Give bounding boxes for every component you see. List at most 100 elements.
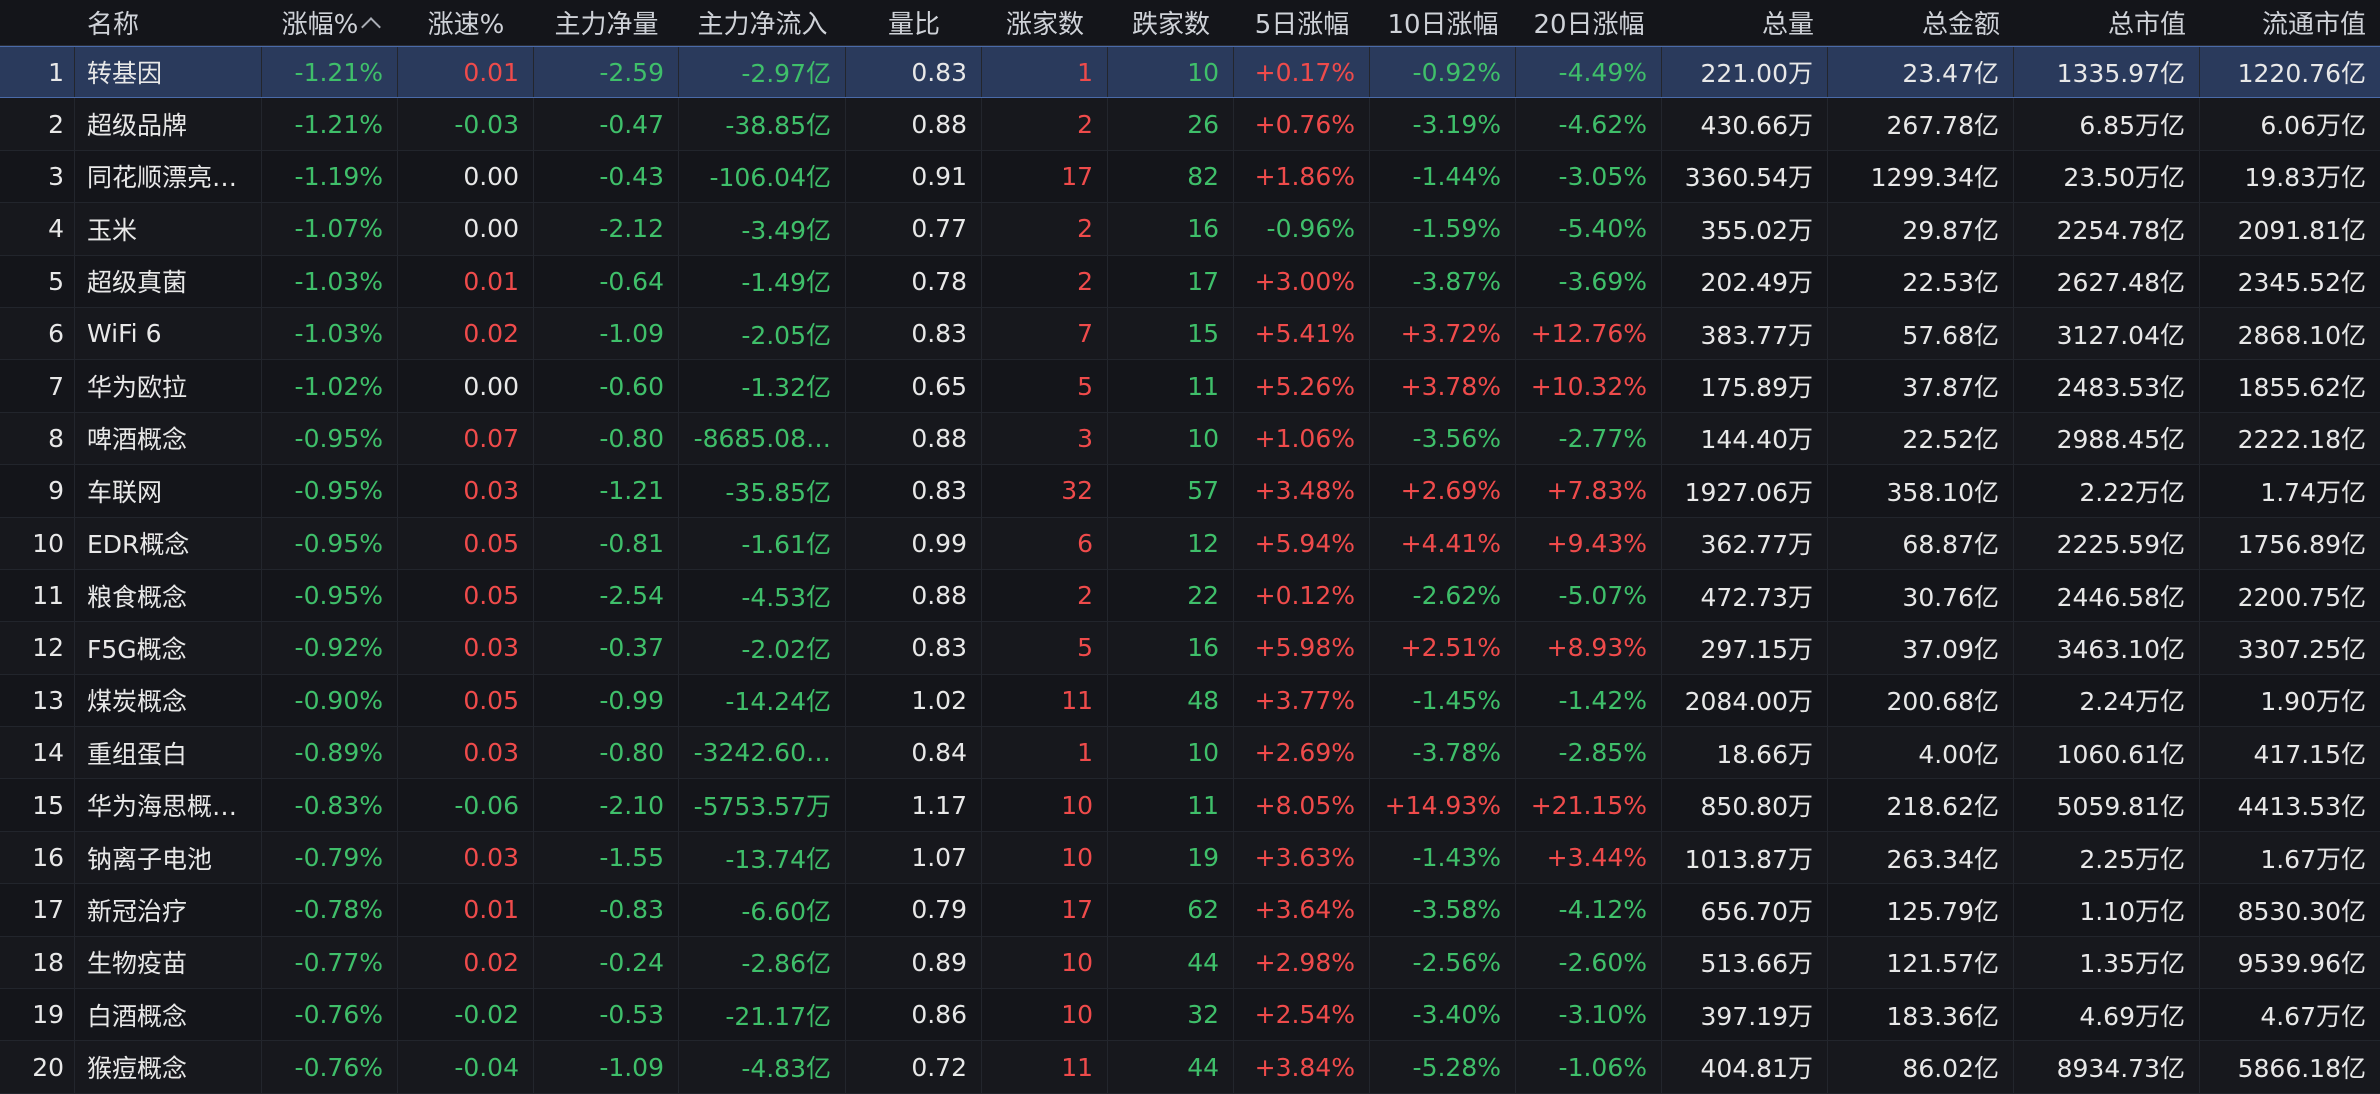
header-name[interactable]: 名称 bbox=[87, 10, 140, 40]
row-amount: 263.34亿 bbox=[1828, 831, 2014, 884]
table-row[interactable]: 11 粮食概念 -0.95% 0.05 -2.54 -4.53亿 0.88 2 22 +0.12%… bbox=[0, 569, 2380, 623]
row-main-inflow: -1.32亿 bbox=[679, 360, 846, 412]
row-float-cap: 1.67万亿 bbox=[2260, 844, 2366, 874]
row-down-count: 10 bbox=[1108, 47, 1234, 98]
table-row[interactable]: 15 华为海思概… -0.83% -0.06 -2.10 -5753.57万 1.17 10 1… bbox=[0, 779, 2380, 832]
row-name: 超级品牌 bbox=[75, 98, 262, 150]
table-row[interactable]: 16 钠离子电池 -0.79% 0.03 -1.55 -13.74亿 1.07 10 19 +3.… bbox=[0, 831, 2380, 885]
header-up-count[interactable]: 涨家数 bbox=[1005, 10, 1084, 40]
header-down-count[interactable]: 跌家数 bbox=[1131, 10, 1210, 40]
header-market-cap[interactable]: 总市值 bbox=[2107, 10, 2186, 40]
table-row[interactable]: 1 转基因 -1.21% 0.01 -2.59 -2.97亿 0.83 1 10 +0.17% -0… bbox=[0, 46, 2380, 99]
row-float-cap: 1.74万亿 bbox=[2260, 477, 2366, 507]
row-amount: 68.87亿 bbox=[1828, 517, 2014, 569]
table-row[interactable]: 14 重组蛋白 -0.89% 0.03 -0.80 -3242.60… 0.84 1 10 +2.… bbox=[0, 727, 2380, 780]
header-main-inflow[interactable]: 主力净流入 bbox=[697, 10, 828, 40]
row-speed-pct: 0.01 bbox=[398, 255, 534, 307]
row-volume: 383.77万 bbox=[1662, 307, 1828, 360]
row-main-net: -0.80 bbox=[534, 412, 679, 465]
row-index: 9 bbox=[0, 465, 75, 517]
row-volume-ratio: 0.88 bbox=[846, 569, 982, 622]
row-20d-change: -4.62% bbox=[1516, 98, 1662, 150]
row-volume-ratio: 0.84 bbox=[846, 727, 982, 779]
row-5d-change: +3.64% bbox=[1234, 884, 1370, 936]
header-volume-ratio[interactable]: 量比 bbox=[887, 10, 940, 40]
row-5d-change: +0.76% bbox=[1234, 98, 1370, 150]
row-speed-pct: 0.05 bbox=[398, 569, 534, 622]
row-name: 粮食概念 bbox=[75, 569, 262, 622]
row-main-net: -1.55 bbox=[534, 831, 679, 884]
header-20d-change[interactable]: 20日涨幅 bbox=[1533, 10, 1645, 40]
row-5d-change: -0.96% bbox=[1234, 203, 1370, 255]
row-speed-pct: -0.04 bbox=[398, 1041, 534, 1093]
row-index: 6 bbox=[0, 307, 75, 360]
row-float-cap: 2222.18亿 bbox=[2237, 425, 2366, 455]
row-amount: 37.87亿 bbox=[1828, 360, 2014, 412]
sort-ascending-icon[interactable] bbox=[361, 16, 382, 37]
header-change-pct[interactable]: 涨幅% bbox=[262, 0, 398, 45]
row-down-count: 11 bbox=[1108, 779, 1234, 831]
table-row[interactable]: 8 啤酒概念 -0.95% 0.07 -0.80 -8685.08… 0.88 3 10 +1.0… bbox=[0, 412, 2380, 466]
row-20d-change: -2.85% bbox=[1516, 727, 1662, 779]
row-speed-pct: 0.07 bbox=[398, 412, 534, 465]
row-up-count: 5 bbox=[982, 360, 1108, 412]
table-row[interactable]: 20 猴痘概念 -0.76% -0.04 -1.09 -4.83亿 0.72 11 44 +3.8… bbox=[0, 1041, 2380, 1094]
row-change-pct: -1.21% bbox=[262, 47, 398, 98]
table-row[interactable]: 19 白酒概念 -0.76% -0.02 -0.53 -21.17亿 0.86 10 32 +2.… bbox=[0, 989, 2380, 1042]
row-main-inflow: -4.53亿 bbox=[679, 569, 846, 622]
row-5d-change: +3.63% bbox=[1234, 831, 1370, 884]
row-up-count: 2 bbox=[982, 98, 1108, 150]
row-volume-ratio: 1.02 bbox=[846, 674, 982, 727]
table-header: 名称 涨幅% 涨速% 主力净量 主力净流入 量比 涨家数 跌家数 5日涨幅 10… bbox=[0, 0, 2380, 46]
table-row[interactable]: 4 玉米 -1.07% 0.00 -2.12 -3.49亿 0.77 2 16 -0.96% -1.… bbox=[0, 203, 2380, 256]
table-row[interactable]: 3 同花顺漂亮… -1.19% 0.00 -0.43 -106.04亿 0.91 17 82 +1… bbox=[0, 150, 2380, 204]
table-row[interactable]: 2 超级品牌 -1.21% -0.03 -0.47 -38.85亿 0.88 2 26 +0.76… bbox=[0, 98, 2380, 151]
row-amount: 125.79亿 bbox=[1828, 884, 2014, 936]
row-up-count: 2 bbox=[982, 203, 1108, 255]
row-speed-pct: -0.06 bbox=[398, 779, 534, 831]
row-5d-change: +3.84% bbox=[1234, 1041, 1370, 1093]
row-change-pct: -1.02% bbox=[262, 360, 398, 412]
table-row[interactable]: 7 华为欧拉 -1.02% 0.00 -0.60 -1.32亿 0.65 5 11 +5.26% +… bbox=[0, 360, 2380, 413]
header-volume[interactable]: 总量 bbox=[1761, 10, 1814, 40]
header-amount[interactable]: 总金额 bbox=[1921, 10, 2000, 40]
row-speed-pct: -0.03 bbox=[398, 98, 534, 150]
table-row[interactable]: 10 EDR概念 -0.95% 0.05 -0.81 -1.61亿 0.99 6 12 +5.94… bbox=[0, 517, 2380, 570]
row-20d-change: +3.44% bbox=[1516, 831, 1662, 884]
header-speed-pct[interactable]: 涨速% bbox=[427, 10, 505, 40]
table-row[interactable]: 13 煤炭概念 -0.90% 0.05 -0.99 -14.24亿 1.02 11 48 +3.7… bbox=[0, 674, 2380, 728]
row-main-inflow: -3.49亿 bbox=[679, 203, 846, 255]
row-up-count: 7 bbox=[982, 307, 1108, 360]
row-main-net: -2.12 bbox=[534, 203, 679, 255]
row-main-net: -0.53 bbox=[534, 989, 679, 1041]
row-volume-ratio: 0.86 bbox=[846, 989, 982, 1041]
row-volume: 404.81万 bbox=[1662, 1041, 1828, 1093]
row-10d-change: -1.59% bbox=[1370, 203, 1516, 255]
table-row[interactable]: 17 新冠治疗 -0.78% 0.01 -0.83 -6.60亿 0.79 17 62 +3.64… bbox=[0, 884, 2380, 937]
table-row[interactable]: 18 生物疫苗 -0.77% 0.02 -0.24 -2.86亿 0.89 10 44 +2.98… bbox=[0, 936, 2380, 990]
row-change-pct: -1.21% bbox=[262, 98, 398, 150]
row-index: 11 bbox=[0, 569, 75, 622]
row-5d-change: +5.41% bbox=[1234, 307, 1370, 360]
header-10d-change[interactable]: 10日涨幅 bbox=[1387, 10, 1499, 40]
row-up-count: 1 bbox=[982, 47, 1108, 98]
row-up-count: 10 bbox=[982, 779, 1108, 831]
table-row[interactable]: 9 车联网 -0.95% 0.03 -1.21 -35.85亿 0.83 32 57 +3.48%… bbox=[0, 465, 2380, 518]
row-down-count: 57 bbox=[1108, 465, 1234, 517]
row-up-count: 10 bbox=[982, 831, 1108, 884]
table-row[interactable]: 5 超级真菌 -1.03% 0.01 -0.64 -1.49亿 0.78 2 17 +3.00% -… bbox=[0, 255, 2380, 308]
header-main-net[interactable]: 主力净量 bbox=[554, 10, 659, 40]
row-volume-ratio: 0.88 bbox=[846, 412, 982, 465]
row-main-inflow: -8685.08… bbox=[679, 412, 846, 465]
header-float-cap[interactable]: 流通市值 bbox=[2261, 10, 2366, 40]
row-down-count: 16 bbox=[1108, 203, 1234, 255]
table-row[interactable]: 6 WiFi 6 -1.03% 0.02 -1.09 -2.05亿 0.83 7 15 +5.41… bbox=[0, 307, 2380, 361]
row-amount: 200.68亿 bbox=[1828, 674, 2014, 727]
row-speed-pct: 0.00 bbox=[398, 203, 534, 255]
table-row[interactable]: 12 F5G概念 -0.92% 0.03 -0.37 -2.02亿 0.83 5 16 +5.98… bbox=[0, 622, 2380, 675]
row-main-inflow: -2.05亿 bbox=[679, 307, 846, 360]
row-index: 2 bbox=[0, 98, 75, 150]
row-market-cap: 2.22万亿 bbox=[2014, 465, 2200, 517]
header-5d-change[interactable]: 5日涨幅 bbox=[1254, 10, 1350, 40]
row-float-cap: 2345.52亿 bbox=[2237, 268, 2366, 298]
